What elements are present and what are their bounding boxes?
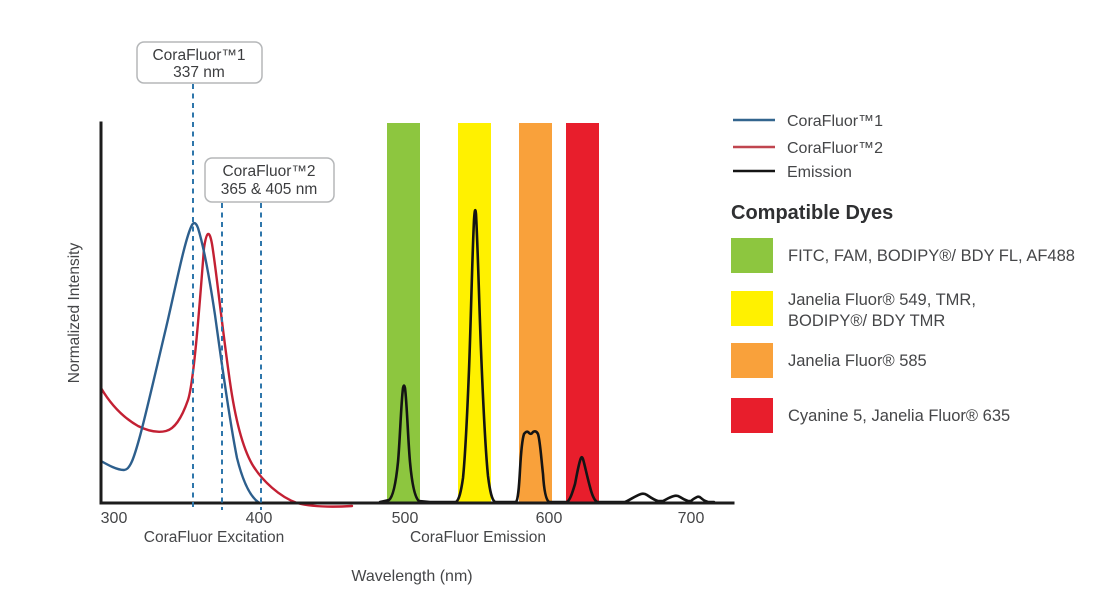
band-green-fitc — [387, 123, 420, 503]
dye-swatch-red — [731, 398, 773, 433]
x-tick-400: 400 — [246, 510, 273, 527]
excitation-curve-corafluor1 — [99, 221, 260, 504]
axis-lines — [99, 121, 735, 505]
annotation-box2-wavelength: 365 & 405 nm — [221, 181, 318, 198]
dye-label-yellow-line1: Janelia Fluor® 549, TMR, — [788, 291, 976, 309]
compatible-dyes-panel: Compatible Dyes FITC, FAM, BODIPY®/ BDY … — [731, 202, 1075, 433]
compatible-dyes-title: Compatible Dyes — [731, 202, 893, 224]
annotation-box1-wavelength: 337 nm — [173, 64, 225, 81]
x-tick-300: 300 — [101, 510, 128, 527]
band-red-cy5 — [566, 123, 599, 503]
legend-label-corafluor2: CoraFluor™2 — [787, 140, 883, 157]
annotation-box2-frame — [204, 157, 335, 203]
x-axis-title: Wavelength (nm) — [351, 568, 472, 585]
excitation-section-label: CoraFluor Excitation — [144, 529, 284, 546]
emission-section-label: CoraFluor Emission — [410, 529, 546, 546]
dye-label-red: Cyanine 5, Janelia Fluor® 635 — [788, 407, 1010, 425]
legend: CoraFluor™1 CoraFluor™2 Emission — [733, 113, 883, 181]
emission-curve — [378, 208, 716, 504]
x-tick-700: 700 — [678, 510, 705, 527]
annotation-box1-title: CoraFluor™1 — [152, 47, 245, 64]
legend-label-emission: Emission — [787, 164, 852, 181]
dye-swatch-yellow — [731, 291, 773, 326]
dye-swatch-orange — [731, 343, 773, 378]
x-tick-500: 500 — [392, 510, 419, 527]
dye-label-yellow-line2: BODIPY®/ BDY TMR — [788, 312, 945, 330]
band-orange-jf585 — [519, 123, 552, 503]
annotation-box1-frame — [136, 41, 263, 84]
annotation-box-corafluor2: CoraFluor™2 365 & 405 nm — [204, 157, 335, 203]
x-tick-600: 600 — [536, 510, 563, 527]
dye-swatch-green — [731, 238, 773, 273]
legend-label-corafluor1: CoraFluor™1 — [787, 113, 883, 130]
annotation-box2-title: CoraFluor™2 — [222, 163, 315, 180]
dye-label-green: FITC, FAM, BODIPY®/ BDY FL, AF488 — [788, 247, 1075, 265]
dye-label-orange: Janelia Fluor® 585 — [788, 352, 927, 370]
excitation-curve-corafluor2 — [99, 232, 354, 508]
annotation-box-corafluor1: CoraFluor™1 337 nm — [136, 41, 263, 84]
y-axis-title: Normalized Intensity — [66, 243, 83, 384]
